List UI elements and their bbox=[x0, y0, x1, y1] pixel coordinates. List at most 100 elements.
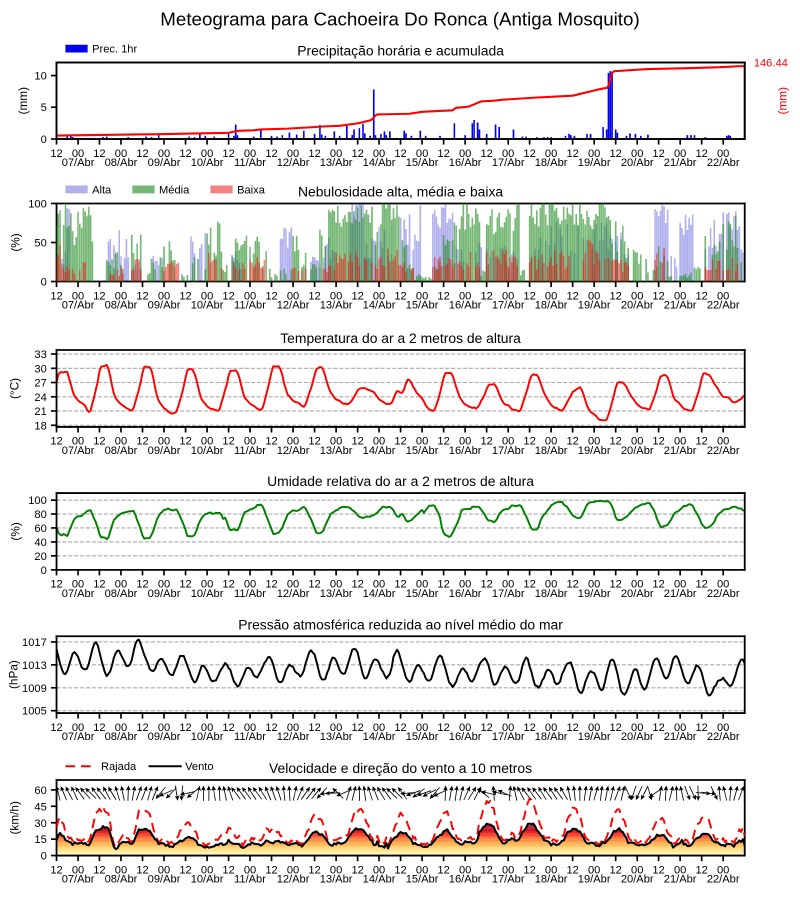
svg-text:146.44: 146.44 bbox=[754, 57, 788, 69]
svg-text:12: 12 bbox=[50, 579, 62, 591]
svg-text:12/Abr: 12/Abr bbox=[277, 300, 310, 312]
svg-text:12: 12 bbox=[222, 864, 234, 876]
svg-text:00: 00 bbox=[545, 864, 557, 876]
svg-text:80: 80 bbox=[34, 509, 46, 521]
svg-text:12: 12 bbox=[437, 436, 449, 448]
svg-text:12: 12 bbox=[610, 290, 622, 302]
svg-text:00: 00 bbox=[674, 436, 686, 448]
svg-text:00: 00 bbox=[717, 579, 729, 591]
svg-text:00: 00 bbox=[72, 579, 84, 591]
svg-text:00: 00 bbox=[416, 722, 428, 734]
svg-text:12: 12 bbox=[50, 436, 62, 448]
svg-text:1005: 1005 bbox=[22, 706, 47, 718]
svg-text:12: 12 bbox=[695, 148, 707, 160]
svg-text:12: 12 bbox=[136, 148, 148, 160]
svg-text:00: 00 bbox=[158, 436, 170, 448]
svg-text:00: 00 bbox=[158, 290, 170, 302]
svg-text:18/Abr: 18/Abr bbox=[535, 588, 568, 600]
svg-text:19/Abr: 19/Abr bbox=[578, 588, 611, 600]
svg-text:00: 00 bbox=[287, 864, 299, 876]
svg-text:00: 00 bbox=[459, 148, 471, 160]
svg-text:10/Abr: 10/Abr bbox=[191, 874, 224, 886]
svg-text:100: 100 bbox=[28, 199, 47, 211]
svg-text:0: 0 bbox=[41, 134, 47, 146]
svg-text:00: 00 bbox=[631, 436, 643, 448]
svg-text:12: 12 bbox=[652, 864, 664, 876]
svg-text:00: 00 bbox=[717, 148, 729, 160]
svg-text:00: 00 bbox=[158, 579, 170, 591]
svg-text:12: 12 bbox=[394, 722, 406, 734]
svg-text:5: 5 bbox=[41, 102, 47, 114]
svg-text:14/Abr: 14/Abr bbox=[363, 300, 396, 312]
svg-text:07/Abr: 07/Abr bbox=[62, 157, 95, 169]
svg-text:(mm): (mm) bbox=[776, 87, 790, 115]
svg-text:(km/h): (km/h) bbox=[8, 801, 22, 834]
svg-text:12: 12 bbox=[610, 722, 622, 734]
svg-text:00: 00 bbox=[330, 722, 342, 734]
svg-text:50: 50 bbox=[34, 238, 46, 250]
svg-text:00: 00 bbox=[717, 864, 729, 876]
svg-text:20/Abr: 20/Abr bbox=[621, 588, 654, 600]
svg-text:12: 12 bbox=[265, 579, 277, 591]
svg-text:12: 12 bbox=[308, 864, 320, 876]
svg-text:20/Abr: 20/Abr bbox=[621, 731, 654, 743]
svg-text:16/Abr: 16/Abr bbox=[449, 300, 482, 312]
svg-text:00: 00 bbox=[158, 148, 170, 160]
svg-text:00: 00 bbox=[115, 436, 127, 448]
svg-text:00: 00 bbox=[545, 579, 557, 591]
svg-text:00: 00 bbox=[373, 722, 385, 734]
svg-text:Vento: Vento bbox=[185, 761, 213, 773]
svg-text:12: 12 bbox=[394, 148, 406, 160]
svg-text:10/Abr: 10/Abr bbox=[191, 588, 224, 600]
svg-text:12: 12 bbox=[394, 436, 406, 448]
svg-text:00: 00 bbox=[330, 148, 342, 160]
svg-text:12: 12 bbox=[394, 579, 406, 591]
svg-text:12: 12 bbox=[523, 148, 535, 160]
svg-text:12: 12 bbox=[93, 148, 105, 160]
svg-text:00: 00 bbox=[416, 148, 428, 160]
svg-text:00: 00 bbox=[287, 436, 299, 448]
svg-text:22/Abr: 22/Abr bbox=[707, 588, 740, 600]
svg-text:12: 12 bbox=[523, 579, 535, 591]
svg-text:13/Abr: 13/Abr bbox=[320, 300, 353, 312]
svg-text:00: 00 bbox=[72, 290, 84, 302]
svg-text:12: 12 bbox=[652, 722, 664, 734]
svg-text:12: 12 bbox=[566, 722, 578, 734]
svg-text:12: 12 bbox=[179, 436, 191, 448]
svg-text:16/Abr: 16/Abr bbox=[449, 157, 482, 169]
svg-text:15/Abr: 15/Abr bbox=[406, 731, 439, 743]
svg-text:100: 100 bbox=[28, 495, 47, 507]
svg-text:12: 12 bbox=[480, 864, 492, 876]
svg-text:12: 12 bbox=[50, 864, 62, 876]
svg-text:00: 00 bbox=[588, 864, 600, 876]
svg-text:00: 00 bbox=[545, 290, 557, 302]
svg-text:00: 00 bbox=[287, 290, 299, 302]
svg-text:00: 00 bbox=[72, 148, 84, 160]
svg-text:12: 12 bbox=[652, 579, 664, 591]
svg-text:12: 12 bbox=[695, 436, 707, 448]
svg-text:12: 12 bbox=[480, 436, 492, 448]
svg-text:45: 45 bbox=[34, 801, 46, 813]
svg-text:11/Abr: 11/Abr bbox=[234, 157, 266, 169]
svg-text:18/Abr: 18/Abr bbox=[535, 874, 568, 886]
svg-text:07/Abr: 07/Abr bbox=[62, 588, 95, 600]
svg-text:1013: 1013 bbox=[22, 660, 47, 672]
svg-text:13/Abr: 13/Abr bbox=[320, 445, 353, 457]
svg-text:09/Abr: 09/Abr bbox=[148, 157, 181, 169]
svg-text:12: 12 bbox=[437, 579, 449, 591]
svg-text:19/Abr: 19/Abr bbox=[578, 157, 611, 169]
svg-text:00: 00 bbox=[459, 864, 471, 876]
svg-text:12: 12 bbox=[351, 148, 363, 160]
svg-text:21/Abr: 21/Abr bbox=[664, 588, 697, 600]
svg-text:17/Abr: 17/Abr bbox=[492, 300, 525, 312]
svg-text:12: 12 bbox=[480, 722, 492, 734]
svg-text:00: 00 bbox=[717, 722, 729, 734]
svg-text:00: 00 bbox=[373, 579, 385, 591]
svg-text:Precipitação horária e acumula: Precipitação horária e acumulada bbox=[297, 43, 504, 59]
svg-text:12/Abr: 12/Abr bbox=[277, 157, 310, 169]
svg-text:00: 00 bbox=[330, 290, 342, 302]
svg-text:10/Abr: 10/Abr bbox=[191, 445, 224, 457]
svg-text:00: 00 bbox=[545, 148, 557, 160]
svg-text:07/Abr: 07/Abr bbox=[62, 445, 95, 457]
svg-text:00: 00 bbox=[459, 436, 471, 448]
